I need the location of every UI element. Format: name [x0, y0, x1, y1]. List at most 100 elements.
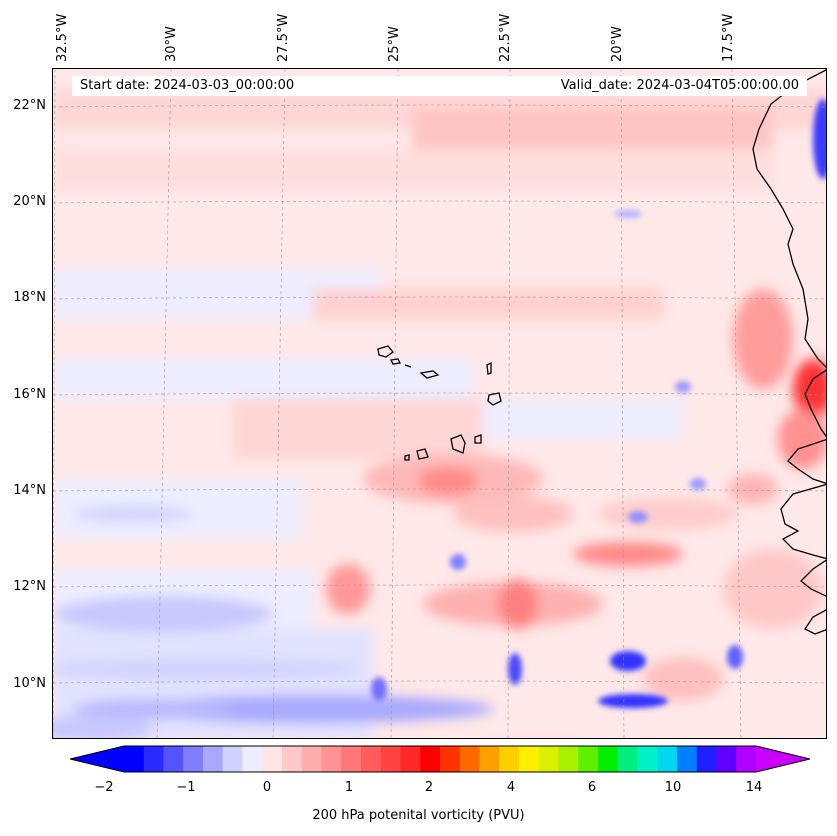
map-panel	[52, 68, 827, 739]
pv-blob-strongblue-3	[508, 653, 522, 685]
start-date-label: Start date: 2024-03-03_00:00:00	[80, 78, 295, 93]
colorbar-segment	[617, 746, 638, 772]
pv-blob-blue-3	[73, 699, 233, 719]
colorbar-tick-neg1: −1	[176, 780, 196, 795]
lon-label-32-5w: 32.5°W	[55, 13, 70, 62]
colorbar-tick-6: 6	[587, 780, 597, 795]
lon-label-22-5w: 22.5°W	[498, 13, 513, 62]
colorbar-segment	[301, 746, 322, 772]
colorbar-segment	[420, 746, 441, 772]
senegal-coast	[804, 369, 826, 438]
pv-band-low-6	[483, 399, 683, 439]
valid-date-label: Valid_date: 2024-03-04T05:00:00.00	[560, 78, 799, 93]
colorbar-segment	[479, 746, 500, 772]
colorbar-segment	[163, 746, 184, 772]
pv-blob-strongblue-10	[675, 381, 691, 393]
colorbar-segment	[578, 746, 599, 772]
colorbar-segment	[222, 746, 243, 772]
lon-label-25w: 25°W	[387, 26, 402, 62]
gambia-coast	[787, 438, 826, 485]
pv-blob-blue-6	[73, 506, 193, 522]
colorbar-tick-neg2: −2	[94, 780, 114, 795]
island-maio	[474, 434, 482, 444]
colorbar-segment	[361, 746, 382, 772]
pv-band-low-2	[53, 359, 473, 399]
colorbar-segment	[499, 746, 520, 772]
lat-label-14n: 14°N	[13, 483, 46, 498]
colorbar-segment	[282, 746, 303, 772]
island-santa-luzia	[404, 364, 412, 368]
lon-label-20w: 20°W	[610, 26, 625, 62]
colorbar-segment	[242, 746, 263, 772]
lat-label-16n: 16°N	[13, 387, 46, 402]
colorbar-tick-0: 0	[262, 780, 272, 795]
pv-blob-strongblue-9	[813, 99, 826, 179]
colorbar-segment	[657, 746, 678, 772]
pv-band-high-4	[313, 289, 663, 319]
colorbar-tick-2: 2	[424, 780, 434, 795]
colorbar-segment	[716, 746, 737, 772]
pv-blob-red-13	[793, 359, 826, 419]
lon-label-27-5w: 27.5°W	[276, 13, 291, 62]
pv-blob-blue-5	[53, 659, 363, 679]
guinea-coast	[800, 559, 826, 597]
colorbar-segment	[203, 746, 224, 772]
island-santiago	[450, 434, 466, 454]
colorbar-segment	[321, 746, 342, 772]
island-sao-nicolau	[419, 370, 440, 379]
pv-blob-strongblue-11	[614, 210, 642, 218]
colorbar-label: 200 hPa potenital vorticity (PVU)	[312, 808, 525, 823]
colorbar-overflow	[756, 746, 810, 772]
colorbar-underflow	[70, 746, 124, 772]
guinea-bissau-coast	[780, 483, 826, 560]
pv-blob-strongblue-2	[598, 694, 668, 708]
pv-blob-strongblue-1	[610, 651, 646, 671]
colorbar-segment	[459, 746, 480, 772]
colorbar-segment	[598, 746, 619, 772]
colorbar-segment	[538, 746, 559, 772]
pv-blob-red-7	[326, 564, 370, 614]
pv-blob-strongblue-7	[628, 511, 648, 523]
graticule	[53, 69, 826, 738]
lat-label-22n: 22°N	[13, 98, 46, 113]
island-santo-antao	[377, 345, 394, 358]
africa-coast-north	[752, 69, 826, 368]
colorbar-segment	[696, 746, 717, 772]
colorbar-segment	[262, 746, 283, 772]
pv-blob-red-15	[723, 549, 823, 629]
lon-label-30w: 30°W	[164, 26, 179, 62]
colorbar-segment	[124, 746, 145, 772]
island-sal	[486, 361, 492, 375]
coastline	[377, 69, 826, 635]
lon-label-17-5w: 17.5°W	[721, 13, 736, 62]
colorbar-segment	[341, 746, 362, 772]
colorbar-segment	[736, 746, 757, 772]
lat-label-20n: 20°N	[13, 194, 46, 209]
pv-blob-strongblue-5	[371, 677, 387, 701]
pv-blob-red-3	[453, 496, 573, 532]
colorbar-segment	[637, 746, 658, 772]
pv-blob-strongblue-6	[450, 554, 466, 570]
pv-blob-strongblue-8	[690, 478, 706, 490]
pv-blob-blue-2	[133, 695, 493, 723]
pv-band-high-2	[413, 109, 773, 149]
pv-band-high-3	[53, 149, 773, 189]
pv-blob-blue-1	[53, 596, 273, 632]
pv-band-high-5	[233, 399, 483, 459]
island-sao-vicente	[390, 358, 401, 365]
pv-blob-red-14	[778, 409, 826, 469]
colorbar-tick-1: 1	[344, 780, 354, 795]
pv-blob-red-6	[498, 579, 538, 629]
colorbar-segment	[400, 746, 421, 772]
island-boa-vista	[487, 392, 502, 406]
island-brava	[404, 454, 410, 461]
pv-blob-strongblue-4	[727, 645, 743, 669]
lat-label-18n: 18°N	[13, 290, 46, 305]
lat-label-12n: 12°N	[13, 579, 46, 594]
colorbar-segment	[677, 746, 698, 772]
colorbar-segment	[519, 746, 540, 772]
colorbar-tick-10: 10	[664, 780, 682, 795]
pv-blob-red-11	[733, 289, 793, 389]
pv-blob-red-4	[573, 542, 683, 566]
island-fogo	[416, 448, 429, 460]
